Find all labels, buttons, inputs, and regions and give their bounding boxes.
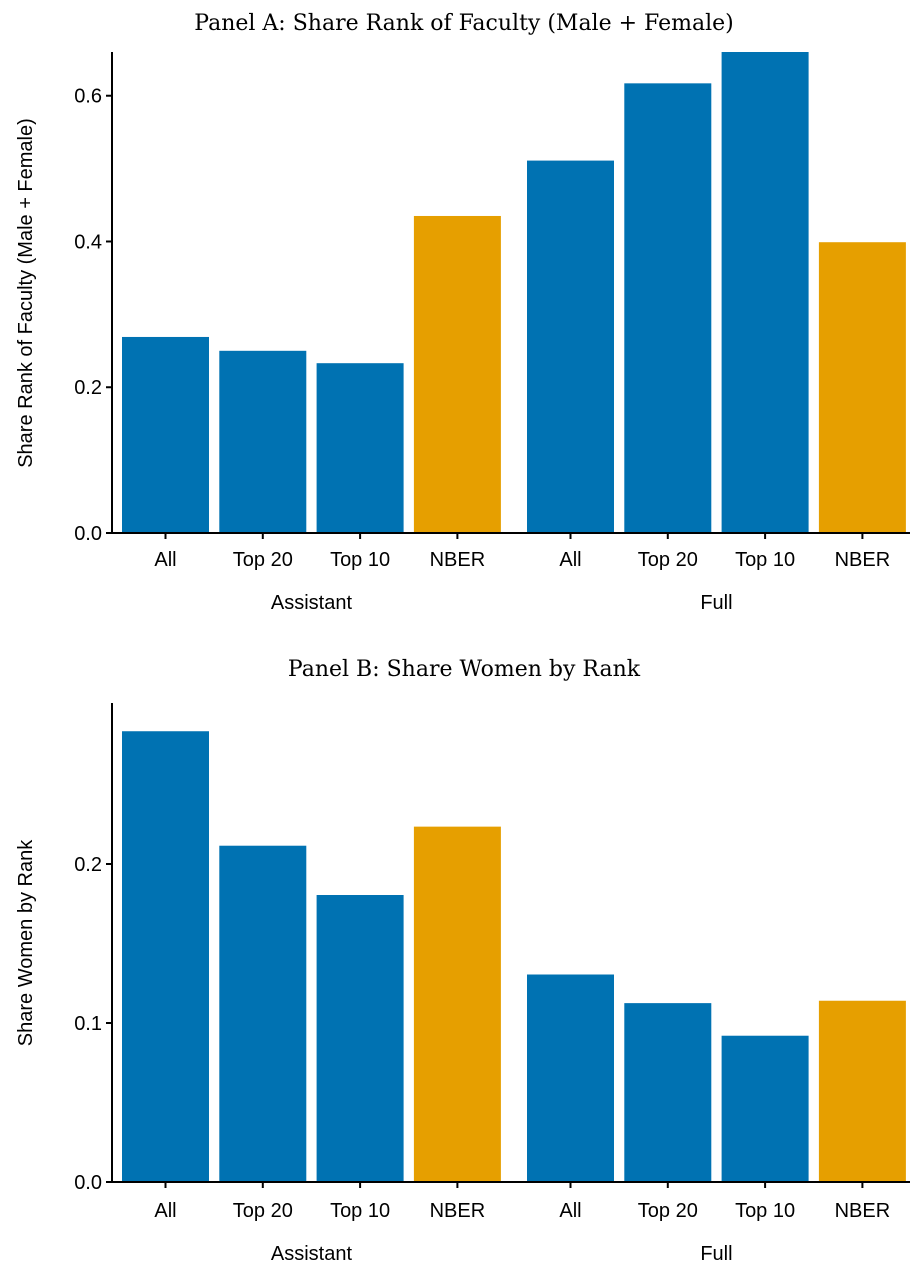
panel-b-bar-assistant-top-10 bbox=[317, 895, 404, 1182]
panel-b-x-tick-label: NBER bbox=[430, 1200, 486, 1222]
panel-b-y-tick-label: 0.1 bbox=[74, 1013, 102, 1035]
panel-a-y-tick-label: 0.2 bbox=[74, 377, 102, 399]
panel-b-group-label-assistant: Assistant bbox=[271, 1243, 353, 1264]
panel-b-bar-full-nber bbox=[819, 1001, 906, 1182]
panel-a-marks: All Top 20 Top 10 NBER Assistant All Top 20 Top… bbox=[74, 52, 910, 614]
panel-b-y-tick-label: 0.2 bbox=[74, 854, 102, 876]
panel-a-y-axis-label: Share Rank of Faculty (Male + Female) bbox=[15, 118, 37, 468]
panel-a-bar-assistant-top-10 bbox=[317, 363, 404, 533]
panel-a-bar-full-top-20 bbox=[624, 83, 711, 533]
panel-a-bar-assistant-all bbox=[122, 337, 209, 533]
panel-a-bar-assistant-nber bbox=[414, 216, 501, 533]
panel-a-bar-full-top-10 bbox=[722, 52, 809, 533]
panel-a-x-tick-label: Top 20 bbox=[638, 549, 698, 571]
panel-b-bar-assistant-nber bbox=[414, 827, 501, 1182]
panel-a-bar-full-nber bbox=[819, 242, 906, 533]
panel-b-bar-full-all bbox=[527, 975, 614, 1182]
panel-b-title: Panel B: Share Women by Rank bbox=[288, 657, 641, 682]
panel-b-bar-assistant-top-20 bbox=[219, 846, 306, 1182]
panel-b: Panel B: Share Women by Rank Share Women… bbox=[15, 657, 910, 1264]
panel-b-group-label-full: Full bbox=[700, 1243, 732, 1264]
panel-b-bar-assistant-all bbox=[122, 731, 209, 1182]
panel-a-y-tick-label: 0.6 bbox=[74, 86, 102, 108]
panel-a-x-tick-label: Top 20 bbox=[233, 549, 293, 571]
panel-b-x-tick-label: NBER bbox=[835, 1200, 891, 1222]
panel-b-x-tick-label: Top 10 bbox=[330, 1200, 390, 1222]
panel-a-bar-full-all bbox=[527, 161, 614, 533]
panel-b-x-tick-label: Top 20 bbox=[233, 1200, 293, 1222]
panel-b-x-tick-label: Top 10 bbox=[735, 1200, 795, 1222]
panel-a-x-tick-label: NBER bbox=[430, 549, 486, 571]
panel-a-bar-assistant-top-20 bbox=[219, 351, 306, 533]
panel-a: Panel A: Share Rank of Faculty (Male + F… bbox=[15, 11, 910, 614]
panel-a-x-tick-label: Top 10 bbox=[330, 549, 390, 571]
panel-b-bar-full-top-20 bbox=[624, 1003, 711, 1182]
panel-b-marks: All Top 20 Top 10 NBER Assistant All Top 20 Top… bbox=[74, 703, 910, 1264]
panel-b-bar-full-top-10 bbox=[722, 1036, 809, 1182]
panel-b-x-tick-label: All bbox=[154, 1200, 176, 1222]
panel-a-x-tick-label: All bbox=[154, 549, 176, 571]
panel-b-x-tick-label: Top 20 bbox=[638, 1200, 698, 1222]
panel-b-x-tick-label: All bbox=[559, 1200, 581, 1222]
panel-b-y-tick-label: 0.0 bbox=[74, 1172, 102, 1194]
panel-a-group-label-assistant: Assistant bbox=[271, 592, 353, 614]
panel-a-group-label-full: Full bbox=[700, 592, 732, 614]
panel-a-title: Panel A: Share Rank of Faculty (Male + F… bbox=[194, 11, 733, 36]
panel-a-x-tick-label: Top 10 bbox=[735, 549, 795, 571]
panel-a-x-tick-label: NBER bbox=[835, 549, 891, 571]
panel-b-y-axis-label: Share Women by Rank bbox=[15, 839, 37, 1046]
panel-a-x-tick-label: All bbox=[559, 549, 581, 571]
panel-a-y-tick-label: 0.4 bbox=[74, 231, 102, 253]
panel-a-y-tick-label: 0.0 bbox=[74, 523, 102, 545]
